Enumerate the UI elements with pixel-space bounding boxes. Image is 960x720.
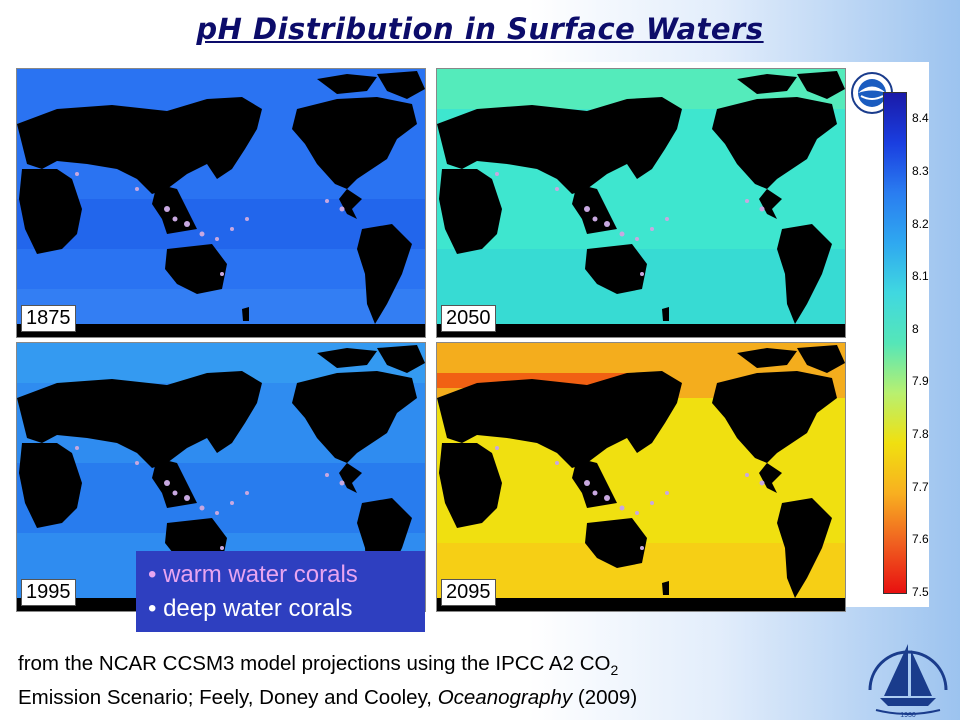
caption-line2: Emission Scenario; Feely, Doney and Cool…: [18, 686, 438, 710]
legend-label: warm water corals: [163, 561, 358, 588]
colorbar-tick-label: 8.1: [912, 269, 929, 284]
legend-item-warm-corals: • warm water corals: [148, 561, 358, 588]
source-caption: from the NCAR CCSM3 model projections us…: [18, 650, 637, 712]
colorbar-tick-label: 8: [912, 321, 919, 336]
colorbar-tick-label: 8.2: [912, 216, 929, 231]
page-title: pH Distribution in Surface Waters: [196, 12, 764, 46]
legend-label: deep water corals: [163, 595, 353, 622]
colorbar-tick-label: 7.7: [912, 479, 929, 494]
year-label: 2050: [441, 305, 496, 332]
caption-journal: Oceanography: [437, 686, 573, 710]
world-map: [437, 69, 845, 337]
world-map: [437, 343, 845, 611]
caption-line1: from the NCAR CCSM3 model projections us…: [18, 652, 611, 675]
colorbar-tick-label: 8.3: [912, 163, 929, 178]
colorbar-tick-label: 7.8: [912, 427, 929, 442]
map-panel-2095: 2095: [436, 342, 846, 612]
colorbar-tick-label: 7.5: [912, 585, 929, 599]
colorbar-tick-label: 8.4: [912, 111, 929, 126]
whoi-logo-icon: 1930: [868, 644, 948, 718]
map-panel-2050: 2050: [436, 68, 846, 338]
noaa-logo-icon: [851, 72, 893, 114]
coral-legend: • warm water corals • deep water corals: [136, 551, 425, 632]
world-map: [17, 69, 425, 337]
year-label: 1995: [21, 579, 76, 606]
colorbar: [883, 92, 907, 594]
map-panel-1875: 1875: [16, 68, 426, 338]
whoi-year: 1930: [900, 712, 916, 718]
year-label: 2095: [441, 579, 496, 606]
caption-subscript: 2: [610, 662, 619, 679]
map-figure: 1875 2050 1995 2095: [8, 62, 929, 612]
caption-year: (2009): [572, 686, 638, 710]
colorbar-tick-label: 7.9: [912, 374, 929, 389]
colorbar-tick-label: 7.6: [912, 532, 929, 547]
legend-item-deep-corals: • deep water corals: [148, 595, 353, 622]
year-label: 1875: [21, 305, 76, 332]
